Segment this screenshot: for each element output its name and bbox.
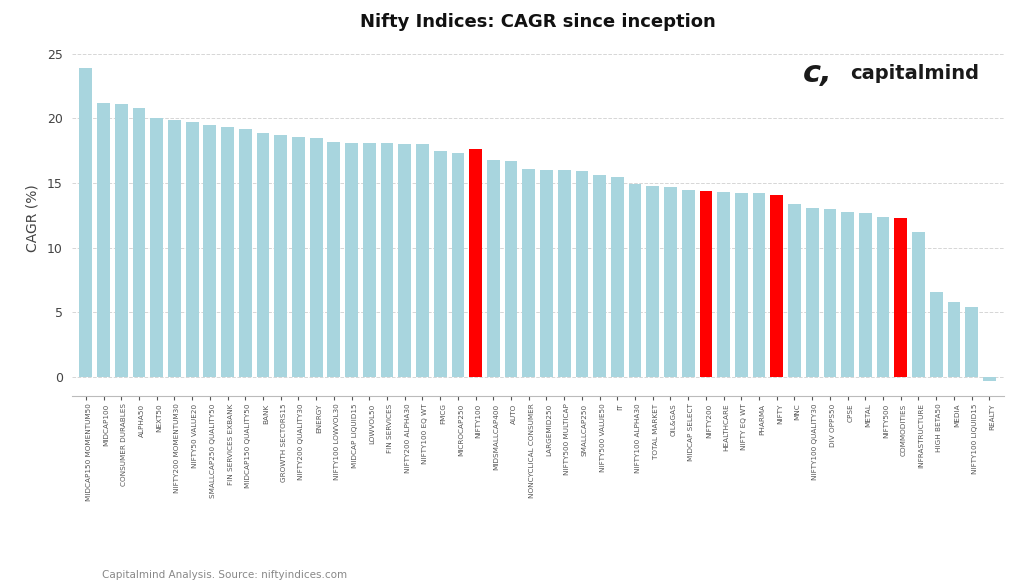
Bar bbox=[239, 129, 252, 377]
Bar bbox=[629, 184, 641, 377]
Bar bbox=[168, 120, 181, 377]
Bar bbox=[115, 104, 128, 377]
Bar bbox=[859, 213, 871, 377]
Bar bbox=[753, 194, 765, 377]
Text: capitalmind: capitalmind bbox=[850, 64, 979, 83]
Bar bbox=[80, 68, 92, 377]
Bar bbox=[434, 151, 446, 377]
Bar bbox=[487, 160, 500, 377]
Bar bbox=[877, 217, 890, 377]
Bar bbox=[133, 108, 145, 377]
Bar bbox=[575, 171, 588, 377]
Bar bbox=[770, 195, 783, 377]
Bar bbox=[947, 302, 961, 377]
Bar bbox=[505, 161, 517, 377]
Bar bbox=[185, 122, 199, 377]
Bar bbox=[416, 144, 429, 377]
Bar bbox=[646, 185, 659, 377]
Bar bbox=[842, 212, 854, 377]
Bar bbox=[894, 218, 907, 377]
Text: Capitalmind Analysis. Source: niftyindices.com: Capitalmind Analysis. Source: niftyindic… bbox=[102, 570, 347, 580]
Bar bbox=[682, 189, 694, 377]
Bar bbox=[310, 138, 323, 377]
Bar bbox=[204, 125, 216, 377]
Bar bbox=[912, 232, 925, 377]
Bar bbox=[593, 175, 606, 377]
Bar bbox=[540, 170, 553, 377]
Bar bbox=[558, 170, 570, 377]
Bar bbox=[611, 177, 624, 377]
Bar bbox=[328, 142, 340, 377]
Bar bbox=[274, 135, 287, 377]
Title: Nifty Indices: CAGR since inception: Nifty Indices: CAGR since inception bbox=[359, 13, 716, 31]
Y-axis label: CAGR (%): CAGR (%) bbox=[26, 185, 40, 252]
Bar bbox=[717, 192, 730, 377]
Bar bbox=[823, 209, 837, 377]
Bar bbox=[665, 187, 677, 377]
Bar bbox=[930, 292, 942, 377]
Bar bbox=[362, 143, 376, 377]
Bar bbox=[97, 103, 110, 377]
Bar bbox=[522, 169, 536, 377]
Bar bbox=[345, 143, 358, 377]
Bar bbox=[221, 128, 233, 377]
Bar bbox=[452, 153, 464, 377]
Bar bbox=[292, 136, 305, 377]
Bar bbox=[381, 143, 393, 377]
Bar bbox=[257, 132, 269, 377]
Bar bbox=[735, 194, 748, 377]
Bar bbox=[699, 191, 713, 377]
Bar bbox=[983, 377, 995, 381]
Bar bbox=[788, 203, 801, 377]
Bar bbox=[398, 144, 411, 377]
Bar bbox=[806, 208, 818, 377]
Bar bbox=[966, 307, 978, 377]
Bar bbox=[151, 118, 163, 377]
Bar bbox=[469, 149, 482, 377]
Text: c,: c, bbox=[803, 58, 833, 87]
